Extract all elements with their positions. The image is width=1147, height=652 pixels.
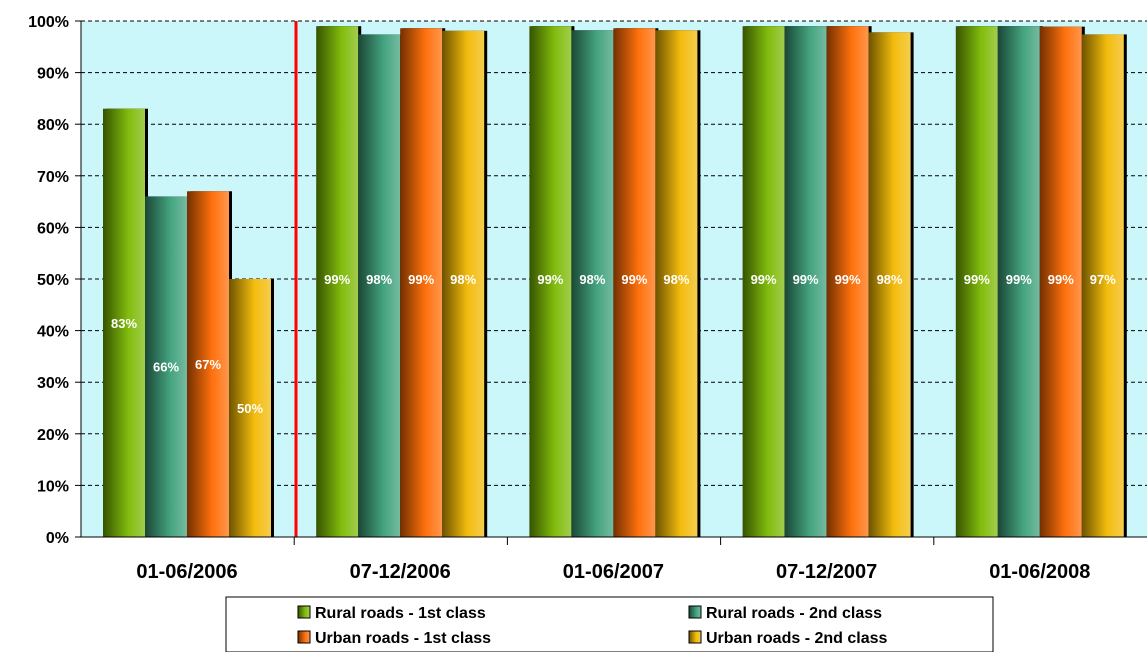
bar bbox=[955, 26, 998, 537]
y-tick-label: 30% bbox=[37, 375, 69, 392]
data-label: 98% bbox=[663, 272, 689, 287]
bar bbox=[1081, 34, 1124, 537]
data-label: 99% bbox=[964, 272, 990, 287]
bars bbox=[103, 26, 1127, 538]
legend-label: Urban roads - 2nd class bbox=[706, 630, 887, 647]
y-tick-label: 10% bbox=[37, 478, 69, 495]
x-tick-label: 01-06/2008 bbox=[989, 561, 1090, 583]
bar bbox=[442, 30, 485, 537]
bar bbox=[613, 28, 656, 537]
bar bbox=[571, 30, 614, 538]
data-label: 99% bbox=[537, 272, 563, 287]
data-label: 98% bbox=[450, 272, 476, 287]
y-tick-label: 20% bbox=[37, 427, 69, 444]
data-label: 99% bbox=[835, 272, 861, 287]
bar bbox=[358, 34, 401, 537]
data-label: 98% bbox=[579, 272, 605, 287]
data-label: 66% bbox=[153, 360, 179, 375]
bar bbox=[997, 26, 1040, 537]
y-tick-label: 80% bbox=[37, 117, 69, 134]
legend-label: Rural roads - 2nd class bbox=[706, 605, 882, 622]
bar bbox=[145, 196, 187, 537]
data-label: 97% bbox=[1090, 272, 1116, 287]
data-label: 99% bbox=[408, 272, 434, 287]
bar bbox=[655, 30, 698, 538]
y-axis-tick-labels: 0% 10% 20% 30% 40% 50% 60% 70% 80% 90% 100% bbox=[28, 14, 69, 547]
bar bbox=[187, 191, 229, 537]
legend-swatch bbox=[297, 630, 311, 644]
data-label: 99% bbox=[1006, 272, 1032, 287]
legend-label: Rural roads - 1st class bbox=[315, 605, 486, 622]
data-label: 83% bbox=[111, 316, 137, 331]
data-label: 98% bbox=[877, 272, 903, 287]
legend-swatch bbox=[688, 605, 702, 619]
y-tick-label: 50% bbox=[37, 272, 69, 289]
bar bbox=[529, 26, 572, 537]
data-label: 98% bbox=[366, 272, 392, 287]
x-tick-label: 01-06/2007 bbox=[563, 561, 664, 583]
legend-swatch bbox=[688, 630, 702, 644]
x-tick-label: 07-12/2006 bbox=[350, 561, 451, 583]
legend: Rural roads - 1st class Rural roads - 2nd… bbox=[225, 596, 994, 652]
legend-swatch bbox=[297, 605, 311, 619]
data-labels: 83% 66% 67% 50% 99% 98% 99% 98% 99% 98% 99% 98% 99% 9… bbox=[111, 272, 1116, 416]
bar bbox=[400, 28, 443, 537]
data-label: 99% bbox=[621, 272, 647, 287]
x-axis-category-labels: 01-06/2006 07-12/2006 01-06/2007 07-12/2007… bbox=[136, 561, 1090, 583]
bar bbox=[784, 26, 827, 537]
data-label: 99% bbox=[1048, 272, 1074, 287]
bar bbox=[742, 26, 785, 537]
y-tick-label: 0% bbox=[46, 530, 69, 547]
bar bbox=[103, 108, 145, 537]
x-tick-label: 07-12/2007 bbox=[776, 561, 877, 583]
y-tick-label: 40% bbox=[37, 324, 69, 341]
data-label: 99% bbox=[793, 272, 819, 287]
bar bbox=[868, 32, 911, 538]
axes bbox=[75, 20, 1147, 545]
bar bbox=[229, 279, 271, 537]
data-label: 67% bbox=[195, 357, 221, 372]
y-tick-label: 100% bbox=[28, 14, 69, 31]
y-tick-label: 70% bbox=[37, 169, 69, 186]
legend-label: Urban roads - 1st class bbox=[315, 630, 491, 647]
bar bbox=[316, 26, 359, 537]
legend-box bbox=[225, 596, 994, 652]
y-tick-label: 90% bbox=[37, 66, 69, 83]
data-label: 99% bbox=[751, 272, 777, 287]
y-tick-label: 60% bbox=[37, 220, 69, 237]
x-tick-label: 01-06/2006 bbox=[136, 561, 237, 583]
data-label: 50% bbox=[237, 401, 263, 416]
bar bbox=[1039, 26, 1082, 538]
bar bbox=[826, 26, 869, 537]
data-label: 99% bbox=[324, 272, 350, 287]
